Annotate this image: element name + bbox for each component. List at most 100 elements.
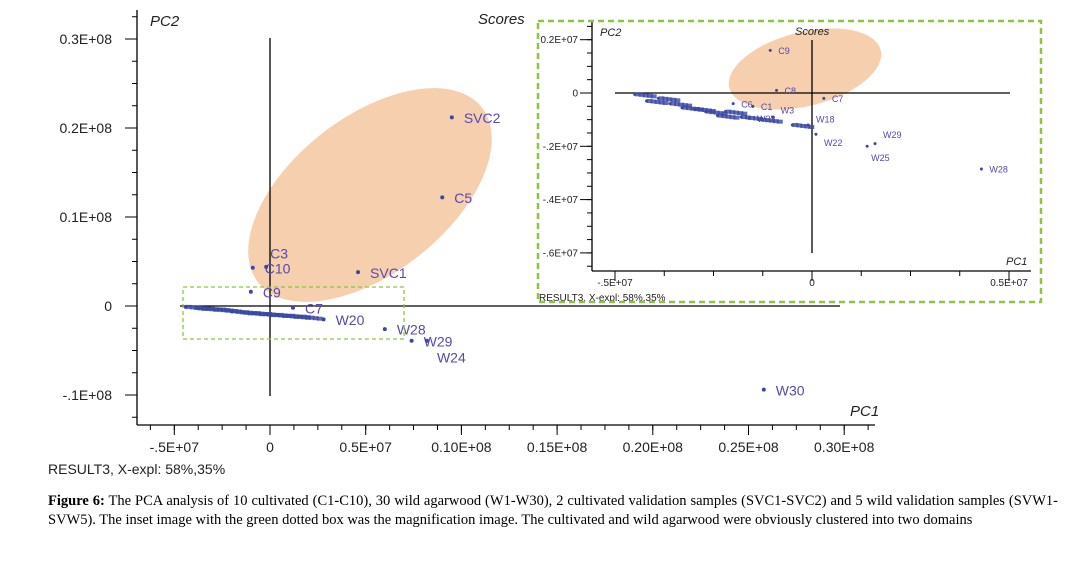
cluster-point xyxy=(749,115,756,120)
data-point-c1 xyxy=(751,104,755,108)
cluster-point xyxy=(705,109,712,114)
point-label: W20 xyxy=(336,312,365,328)
cluster-point xyxy=(312,316,319,321)
cluster-point xyxy=(277,312,284,317)
cluster-point xyxy=(717,113,724,118)
cluster-point xyxy=(729,110,736,115)
cluster-point xyxy=(800,123,807,128)
cluster-point xyxy=(725,114,732,119)
point-label: SVC1 xyxy=(370,265,407,281)
variance-explained-footer: RESULT3, X-expl: 58%,35% xyxy=(539,293,666,304)
cluster-point xyxy=(650,99,657,104)
data-point-c10 xyxy=(250,265,255,270)
cluster-point xyxy=(658,96,665,101)
point-label: C1 xyxy=(761,102,773,112)
data-point-svc1 xyxy=(356,270,361,275)
x-tick-label: 0.20E+08 xyxy=(623,439,684,455)
data-point-w22 xyxy=(814,132,818,136)
point-label: C9 xyxy=(263,284,281,300)
point-label: W18 xyxy=(816,115,835,125)
magnified-region-box xyxy=(182,286,405,340)
y-tick-label: -.2E+07 xyxy=(543,142,579,153)
cluster-point xyxy=(201,306,208,311)
x-tick-label: -.5E+07 xyxy=(150,439,200,455)
y-tick-label: -.1E+08 xyxy=(63,387,113,403)
cluster-point xyxy=(681,105,688,110)
point-label: C8 xyxy=(785,86,797,96)
point-label: C5 xyxy=(454,190,472,206)
cluster-point xyxy=(220,307,227,312)
data-point-w28 xyxy=(382,327,387,332)
cluster-point xyxy=(697,107,704,112)
cluster-point xyxy=(212,307,219,312)
y-tick-label: 0 xyxy=(104,298,112,314)
inset-border xyxy=(536,19,1043,304)
cluster-point xyxy=(666,97,673,102)
cluster-point xyxy=(654,99,661,104)
data-point-c9 xyxy=(248,289,253,294)
data-point-w25 xyxy=(865,144,869,148)
cluster-point xyxy=(638,92,645,97)
cluster-point xyxy=(266,312,273,317)
caption-text: The PCA analysis of 10 cultivated (C1-C1… xyxy=(48,493,1059,528)
cluster-point xyxy=(281,313,288,318)
y-tick-label: 0.2E+08 xyxy=(59,120,112,136)
cluster-point xyxy=(682,103,689,108)
cluster-point xyxy=(725,109,732,114)
cluster-point xyxy=(808,124,815,129)
cluster-point xyxy=(231,309,238,314)
data-point-c6 xyxy=(731,102,735,106)
cluster-point xyxy=(737,111,744,116)
cluster-point xyxy=(662,96,669,101)
x-tick-label: 0 xyxy=(266,439,274,455)
cluster-point xyxy=(753,116,760,121)
chart-title: Scores xyxy=(795,26,830,38)
x-axis-label: PC1 xyxy=(1006,256,1027,268)
data-point-c5 xyxy=(440,195,445,200)
x-tick-label: 0 xyxy=(809,278,815,289)
cluster-point xyxy=(693,106,700,111)
point-label: C7 xyxy=(832,94,844,104)
figure-caption: Figure 6: The PCA analysis of 10 cultiva… xyxy=(48,492,1058,530)
cluster-point xyxy=(792,122,799,127)
cluster-point xyxy=(804,124,811,129)
x-tick-label: 0.10E+08 xyxy=(431,439,492,455)
cluster-point xyxy=(270,312,277,317)
chart-title: Scores xyxy=(478,11,525,28)
cluster-point xyxy=(678,102,685,107)
cluster-point xyxy=(772,119,779,124)
cluster-point xyxy=(662,100,669,105)
cluster-point xyxy=(634,92,641,97)
main-chart: -.5E+07 0 0.5E+07 0.10E+08 0.15E+08 0.20E+08 0… xyxy=(48,10,879,477)
cluster-point xyxy=(642,93,649,98)
cluster-point xyxy=(796,123,803,128)
cluster-point xyxy=(289,313,296,318)
cluster-point xyxy=(733,115,740,120)
cluster-point xyxy=(189,305,196,310)
cluster-point xyxy=(721,114,728,119)
data-point-w3 xyxy=(771,115,775,119)
pca-figure: -.5E+07 0 0.5E+07 0.10E+08 0.15E+08 0.20E+08 0… xyxy=(48,10,1043,477)
x-tick-label: 0.30E+08 xyxy=(814,439,875,455)
data-point-w29 xyxy=(409,338,414,343)
cluster-point xyxy=(316,316,323,321)
cluster-point xyxy=(685,106,692,111)
cluster-point xyxy=(658,100,665,105)
x-tick-label: 0.5E+07 xyxy=(990,278,1028,289)
cluster-point xyxy=(764,118,771,123)
cluster-point xyxy=(254,311,261,316)
cluster-point xyxy=(674,98,681,103)
data-point-w30 xyxy=(761,387,766,392)
point-label: C3 xyxy=(270,245,288,261)
data-point-w24 xyxy=(424,338,429,343)
data-point-c9 xyxy=(768,48,772,52)
cluster-point xyxy=(646,93,653,98)
cluster-point xyxy=(733,110,740,115)
cluster-point xyxy=(768,118,775,123)
data-point-c8 xyxy=(775,88,779,92)
cluster-point xyxy=(235,309,242,314)
point-label: C9 xyxy=(778,46,790,56)
y-tick-label: -.6E+07 xyxy=(543,248,579,259)
cluster-point xyxy=(243,310,250,315)
data-point-svc2 xyxy=(449,115,454,120)
